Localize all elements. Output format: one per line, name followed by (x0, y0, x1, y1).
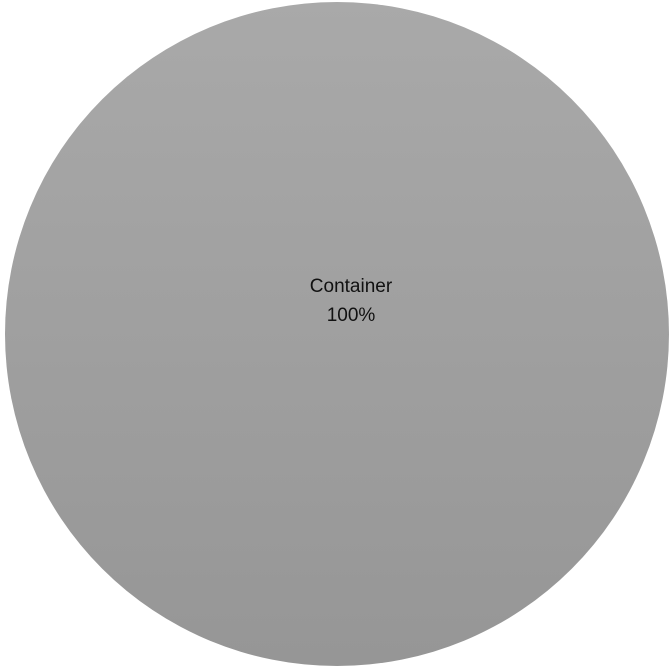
slice-label-container: Container (310, 276, 393, 297)
slice-percent-container: 100% (327, 305, 376, 326)
pie-slice-container (5, 2, 669, 666)
pie-labels: Container 100% (310, 276, 393, 326)
pie-slices (5, 2, 669, 666)
